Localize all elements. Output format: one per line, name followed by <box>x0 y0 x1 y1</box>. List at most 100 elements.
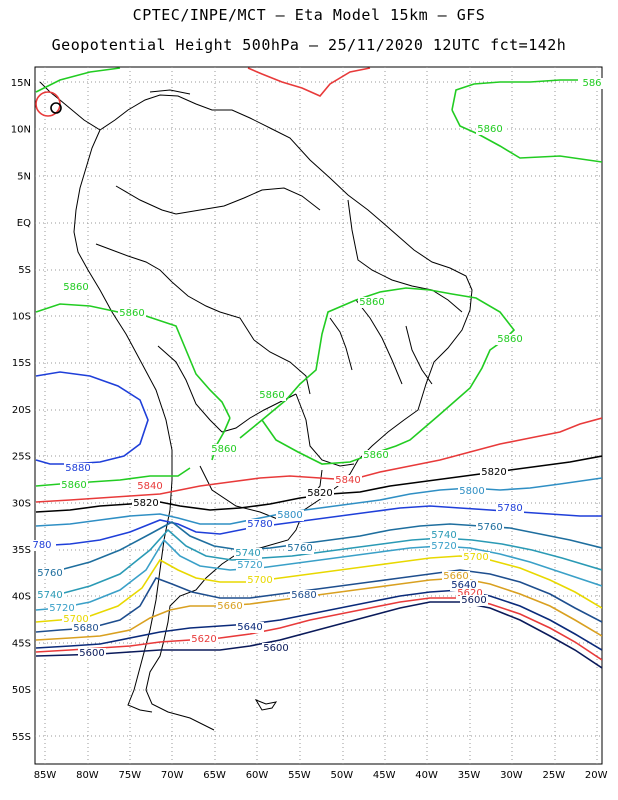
contour-label-bg <box>118 308 146 319</box>
lon-label: 80W <box>76 770 99 781</box>
contour-label: 5860 <box>359 297 384 308</box>
contour-label-bg <box>236 560 264 571</box>
lat-label: 55S <box>12 732 31 743</box>
contour-label-bg <box>456 588 484 599</box>
lon-label: 45W <box>373 770 396 781</box>
latitude-labels: 15N 10N 5N EQ 5S 10S 15S 20S 25S 30S 35S 40S 45S 50S 5… <box>11 78 31 743</box>
lon-label: 70W <box>161 770 184 781</box>
lon-label: 75W <box>118 770 141 781</box>
coastline-south-america <box>99 94 473 731</box>
contour-label: 5640 <box>451 580 476 591</box>
contour-label-bg <box>72 623 100 634</box>
contour-5860-red-north <box>247 67 371 97</box>
contour-label-bg <box>136 481 164 492</box>
lat-label: 50S <box>12 685 31 696</box>
contour-label-bg <box>462 552 490 563</box>
contour-5700 <box>35 555 602 623</box>
lon-label: 25W <box>542 770 565 781</box>
contour-label-bg <box>496 503 524 514</box>
contour-5840-red <box>35 417 602 503</box>
contour-label: 5780 <box>497 503 522 514</box>
lon-label: 85W <box>34 770 57 781</box>
contour-label: 5860 <box>211 444 236 455</box>
contour-label-bg <box>78 648 106 659</box>
contour-label-bg <box>334 475 362 486</box>
contour-label-bg <box>480 467 508 478</box>
contour-5800 <box>35 477 602 527</box>
contour-label: 5840 <box>335 475 360 486</box>
contour-label: 5780 <box>247 519 272 530</box>
contour-label-bg <box>190 634 218 645</box>
contour-label: 5720 <box>237 560 262 571</box>
lat-label: 30S <box>12 498 31 509</box>
lat-label: 35S <box>12 545 31 556</box>
contour-5620 <box>35 597 602 661</box>
contour-label-bg <box>258 390 286 401</box>
contour-label: 5860 <box>61 480 86 491</box>
lon-label: 35W <box>458 770 481 781</box>
contour-label-bg <box>458 486 486 497</box>
contour-label: 5740 <box>431 530 456 541</box>
contour-label-bg <box>442 571 470 582</box>
lon-label: 50W <box>330 770 353 781</box>
contour-label: 5860 <box>63 282 88 293</box>
contour-5600 <box>35 601 602 669</box>
lat-label: 15S <box>12 358 31 369</box>
contour-label-bg <box>62 282 90 293</box>
contour-label-bg <box>246 519 274 530</box>
contour-label: 5600 <box>79 648 104 659</box>
plot-frame <box>34 66 603 765</box>
contour-label: 5760 <box>477 522 502 533</box>
contour-label-bg <box>358 297 386 308</box>
lon-label: 60W <box>246 770 269 781</box>
contour-label: 5640 <box>237 622 262 633</box>
contour-label: 5740 <box>235 548 260 559</box>
contour-label-bg <box>476 522 504 533</box>
contour-label: 5760 <box>287 543 312 554</box>
coastlines <box>39 81 473 731</box>
contour-5740 <box>35 528 602 597</box>
contour-label-bg <box>362 450 390 461</box>
contour-label: 5820 <box>133 498 158 509</box>
contour-label: 5840 <box>137 481 162 492</box>
contour-label-bg <box>286 543 314 554</box>
contour-label-bg <box>234 548 262 559</box>
contour-label: 5740 <box>37 590 62 601</box>
contour-label-bg <box>28 540 56 551</box>
contour-label-bg <box>62 614 90 625</box>
contour-label: 5700 <box>247 575 272 586</box>
contour-label-bg <box>430 530 458 541</box>
caribbean-island <box>149 89 191 95</box>
longitude-labels: 85W 80W 75W 70W 65W 60W 55W 50W 45W 40W 35W 30W 25W 2… <box>34 770 608 781</box>
contour-label-bg <box>450 580 478 591</box>
contour-label: 5820 <box>307 488 332 499</box>
lat-label: 15N <box>11 78 31 89</box>
contour-label-bg <box>262 643 290 654</box>
title-line-2: Geopotential Height 500hPa – 25/11/2020 … <box>51 36 567 54</box>
lat-label: EQ <box>17 218 31 229</box>
contour-label-bg <box>430 541 458 552</box>
contour-label: 5660 <box>443 571 468 582</box>
lat-label: 45S <box>12 638 31 649</box>
contour-label: 780 <box>32 540 51 551</box>
contour-label: 5880 <box>65 463 90 474</box>
contour-label-bg <box>476 124 504 135</box>
contour-5860-green-mid <box>35 303 231 419</box>
contour-label: 5620 <box>191 634 216 645</box>
lon-label: 40W <box>415 770 438 781</box>
title-line-1: CPTEC/INPE/MCT – Eta Model 15km – GFS <box>132 6 486 24</box>
contour-label-bg <box>246 575 274 586</box>
contour-label: 5680 <box>291 590 316 601</box>
lon-label: 55W <box>288 770 311 781</box>
contour-label-bg <box>60 480 88 491</box>
contour-label: 5620 <box>457 588 482 599</box>
contour-label-bg <box>290 590 318 601</box>
contour-label-bg <box>578 78 606 89</box>
contour-5640 <box>35 589 602 651</box>
contour-label: 5600 <box>461 595 486 606</box>
contour-label: 5860 <box>497 334 522 345</box>
lat-label: 40S <box>12 592 31 603</box>
contour-5860-green-northwest <box>35 67 121 93</box>
contour-label: 5860 <box>363 450 388 461</box>
